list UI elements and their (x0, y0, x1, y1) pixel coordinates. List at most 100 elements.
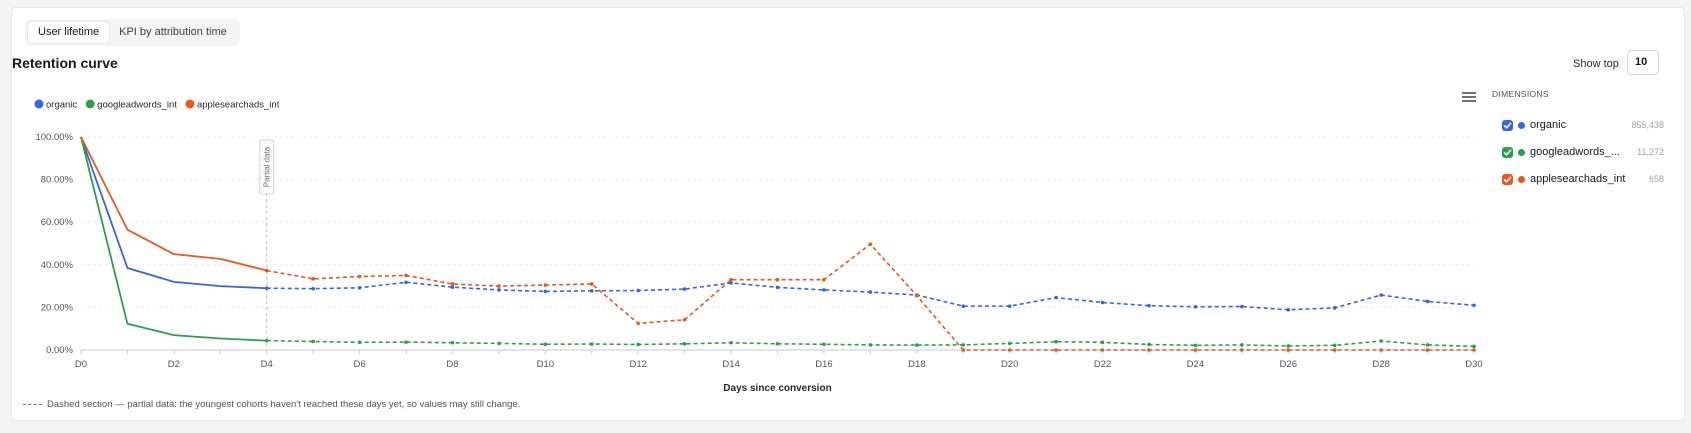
tab-user-lifetime[interactable]: User lifetime (28, 22, 110, 43)
data-point (1054, 339, 1058, 344)
data-point (497, 284, 501, 288)
data-point (311, 277, 315, 281)
data-point (822, 277, 826, 282)
x-tick-label: D2 (168, 359, 180, 370)
data-point (636, 288, 640, 293)
checkbox-checked-icon[interactable] (1502, 147, 1513, 158)
data-point (729, 281, 733, 285)
data-point (543, 289, 548, 294)
data-point (1286, 344, 1291, 348)
dashed-line-icon (23, 403, 42, 405)
data-point (1054, 348, 1058, 352)
data-point (729, 340, 733, 345)
show-top-label: Show top (1573, 58, 1619, 70)
data-point (868, 343, 873, 347)
x-tick-label: D14 (722, 359, 739, 370)
retention-card: User lifetime KPI by attribution time (11, 7, 1685, 421)
dimension-name: applesearchads_int (1530, 173, 1626, 185)
checkbox-checked-icon[interactable] (1502, 174, 1513, 185)
data-point (357, 340, 362, 345)
x-tick-label: D16 (815, 359, 832, 370)
data-point (1286, 348, 1291, 352)
data-point (961, 343, 966, 347)
dimension-count: 11,272 (1637, 147, 1664, 157)
y-tick-label: 100.00% (35, 132, 73, 143)
dimension-item-applesearchads[interactable]: applesearchads_int 658 (1502, 172, 1672, 188)
chart-title: Retention curve (12, 55, 118, 71)
data-point (1147, 348, 1151, 352)
x-tick-label: D30 (1465, 359, 1482, 370)
data-point (822, 342, 826, 347)
y-tick-label: 80.00% (41, 175, 74, 186)
legend-label: applesearchads_int (197, 100, 280, 111)
data-point (1007, 341, 1012, 346)
dimension-name: organic (1530, 119, 1567, 131)
data-point (915, 293, 919, 298)
footnote-text: Dashed section — partial data: the young… (47, 399, 521, 410)
data-point (1425, 348, 1430, 352)
hamburger-menu-icon[interactable] (1462, 92, 1476, 104)
data-point (1472, 344, 1476, 349)
data-point (589, 282, 594, 286)
data-point (1332, 343, 1337, 348)
legend-label: organic (46, 100, 77, 111)
data-point (1286, 307, 1291, 312)
data-point (450, 340, 455, 345)
x-tick-label: D20 (1001, 359, 1018, 370)
data-point (1240, 343, 1244, 347)
data-point (961, 304, 966, 308)
series-dot-icon (1518, 149, 1525, 156)
data-point (264, 268, 269, 273)
dimensions-header: DIMENSIONS (1492, 89, 1549, 99)
data-point (1240, 348, 1244, 352)
legend-label: googleadwords_int (97, 100, 177, 111)
tab-kpi-by-attribution-time[interactable]: KPI by attribution time (119, 26, 227, 38)
legend-dot-icon (85, 99, 95, 109)
data-point (357, 274, 362, 279)
data-point (1193, 348, 1198, 352)
x-tick-label: D10 (537, 359, 554, 370)
data-point (1193, 304, 1198, 309)
series-line-solid (80, 136, 267, 342)
x-axis-title: Days since conversion (723, 383, 831, 394)
dimension-item-googleadwords[interactable]: googleadwords_... 11,272 (1502, 145, 1672, 161)
data-point (729, 277, 733, 282)
dimension-name: googleadwords_... (1530, 146, 1620, 158)
series-line-dashed (266, 243, 1474, 351)
data-point (1379, 293, 1383, 297)
y-tick-label: 60.00% (41, 217, 74, 228)
series-dot-icon (1518, 122, 1525, 129)
partial-data-footnote: Dashed section — partial data: the young… (23, 399, 520, 410)
data-point (775, 277, 780, 282)
data-point (1147, 303, 1151, 308)
show-top-input[interactable]: 10 (1627, 50, 1659, 75)
data-point (1007, 348, 1012, 352)
data-point (1379, 339, 1383, 343)
partial-data-badge (259, 139, 275, 195)
data-point (404, 340, 408, 344)
x-tick-label: D28 (1372, 359, 1389, 370)
data-point (915, 343, 919, 347)
data-point (1100, 348, 1105, 352)
data-point (1332, 348, 1337, 352)
x-tick-label: D0 (75, 359, 87, 370)
series-line-solid (80, 136, 267, 290)
data-point (636, 321, 640, 326)
x-tick-label: D18 (908, 359, 925, 370)
data-point (775, 342, 780, 346)
data-point (264, 286, 269, 291)
data-point (1147, 342, 1151, 347)
data-point (497, 288, 501, 292)
data-point (497, 341, 501, 346)
data-point (1472, 303, 1476, 308)
data-point (682, 342, 687, 346)
x-tick-label: D26 (1280, 359, 1297, 370)
dimension-item-organic[interactable]: organic 855,438 (1502, 118, 1672, 134)
checkbox-checked-icon[interactable] (1502, 120, 1513, 131)
data-point (1100, 300, 1105, 305)
x-tick-label: D24 (1187, 359, 1204, 370)
dimension-count: 658 (1648, 174, 1664, 184)
x-tick-label: D4 (261, 359, 273, 370)
data-point (1425, 299, 1430, 304)
